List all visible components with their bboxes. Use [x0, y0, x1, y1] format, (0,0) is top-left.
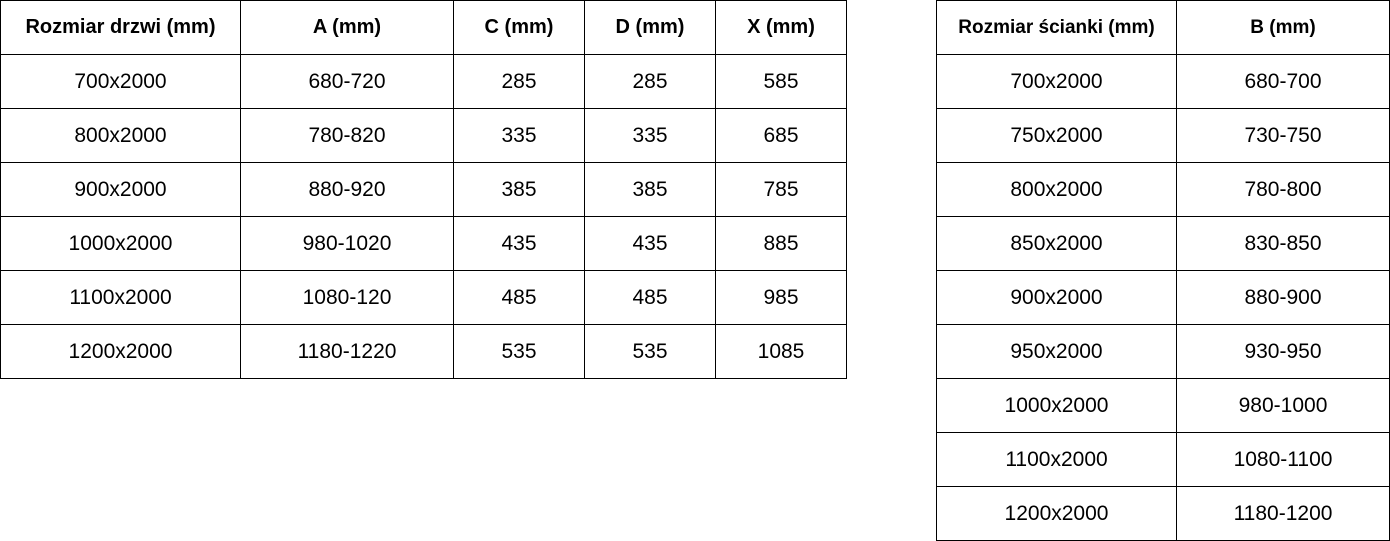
table-cell: 1000x2000	[936, 378, 1177, 433]
table-row: 950x2000 930-950	[936, 324, 1390, 379]
column-header: C (mm)	[453, 0, 585, 55]
table-cell: 1200x2000	[0, 324, 241, 379]
table-row: 900x2000 880-900	[936, 270, 1390, 325]
wall-size-table: Rozmiar ścianki (mm) B (mm) 700x2000 680-7…	[936, 0, 1390, 541]
table-cell: 785	[715, 162, 847, 217]
table-row: 850x2000 830-850	[936, 216, 1390, 271]
table-cell: 700x2000	[936, 54, 1177, 109]
table-cell: 1080-1100	[1176, 432, 1390, 487]
column-header: A (mm)	[240, 0, 454, 55]
table-cell: 930-950	[1176, 324, 1390, 379]
table-cell: 700x2000	[0, 54, 241, 109]
table-row: 900x2000 880-920 385 385 785	[0, 162, 847, 217]
table-row: 800x2000 780-800	[936, 162, 1390, 217]
column-header: X (mm)	[715, 0, 847, 55]
table-cell: 880-900	[1176, 270, 1390, 325]
table-cell: 850x2000	[936, 216, 1177, 271]
table-cell: 900x2000	[936, 270, 1177, 325]
table-cell: 585	[715, 54, 847, 109]
table-cell: 880-920	[240, 162, 454, 217]
table-row: 1000x2000 980-1020 435 435 885	[0, 216, 847, 271]
table-cell: 780-800	[1176, 162, 1390, 217]
table-cell: 900x2000	[0, 162, 241, 217]
table-cell: 1085	[715, 324, 847, 379]
table-cell: 385	[453, 162, 585, 217]
column-header: D (mm)	[584, 0, 716, 55]
table-row: 1200x2000 1180-1200	[936, 486, 1390, 541]
table-cell: 535	[584, 324, 716, 379]
column-header: Rozmiar drzwi (mm)	[0, 0, 241, 55]
table-cell: 1100x2000	[936, 432, 1177, 487]
table-cell: 950x2000	[936, 324, 1177, 379]
table-cell: 485	[453, 270, 585, 325]
table-cell: 535	[453, 324, 585, 379]
table-cell: 435	[584, 216, 716, 271]
table-cell: 385	[584, 162, 716, 217]
table-cell: 980-1000	[1176, 378, 1390, 433]
table-cell: 485	[584, 270, 716, 325]
table-cell: 985	[715, 270, 847, 325]
table-cell: 1180-1200	[1176, 486, 1390, 541]
table-cell: 680-720	[240, 54, 454, 109]
table-row: 1100x2000 1080-1100	[936, 432, 1390, 487]
table-row: 1200x2000 1180-1220 535 535 1085	[0, 324, 847, 379]
table-cell: 730-750	[1176, 108, 1390, 163]
table-cell: 335	[453, 108, 585, 163]
table-row: 700x2000 680-700	[936, 54, 1390, 109]
table-cell: 435	[453, 216, 585, 271]
table-cell: 1000x2000	[0, 216, 241, 271]
table-cell: 885	[715, 216, 847, 271]
table-row: 750x2000 730-750	[936, 108, 1390, 163]
table-cell: 780-820	[240, 108, 454, 163]
table-row: 800x2000 780-820 335 335 685	[0, 108, 847, 163]
table-row: 1000x2000 980-1000	[936, 378, 1390, 433]
table-header-row: Rozmiar ścianki (mm) B (mm)	[936, 0, 1390, 55]
table-cell: 800x2000	[936, 162, 1177, 217]
column-header: Rozmiar ścianki (mm)	[936, 0, 1177, 55]
table-cell: 800x2000	[0, 108, 241, 163]
door-size-table: Rozmiar drzwi (mm) A (mm) C (mm) D (mm) X (m…	[0, 0, 847, 379]
table-cell: 980-1020	[240, 216, 454, 271]
table-cell: 680-700	[1176, 54, 1390, 109]
table-cell: 1180-1220	[240, 324, 454, 379]
table-cell: 335	[584, 108, 716, 163]
table-cell: 830-850	[1176, 216, 1390, 271]
column-header: B (mm)	[1176, 0, 1390, 55]
table-cell: 285	[584, 54, 716, 109]
table-cell: 285	[453, 54, 585, 109]
table-cell: 1200x2000	[936, 486, 1177, 541]
table-cell: 750x2000	[936, 108, 1177, 163]
table-cell: 1080-120	[240, 270, 454, 325]
table-row: 1100x2000 1080-120 485 485 985	[0, 270, 847, 325]
table-cell: 685	[715, 108, 847, 163]
table-header-row: Rozmiar drzwi (mm) A (mm) C (mm) D (mm) X (m…	[0, 0, 847, 55]
table-row: 700x2000 680-720 285 285 585	[0, 54, 847, 109]
table-cell: 1100x2000	[0, 270, 241, 325]
